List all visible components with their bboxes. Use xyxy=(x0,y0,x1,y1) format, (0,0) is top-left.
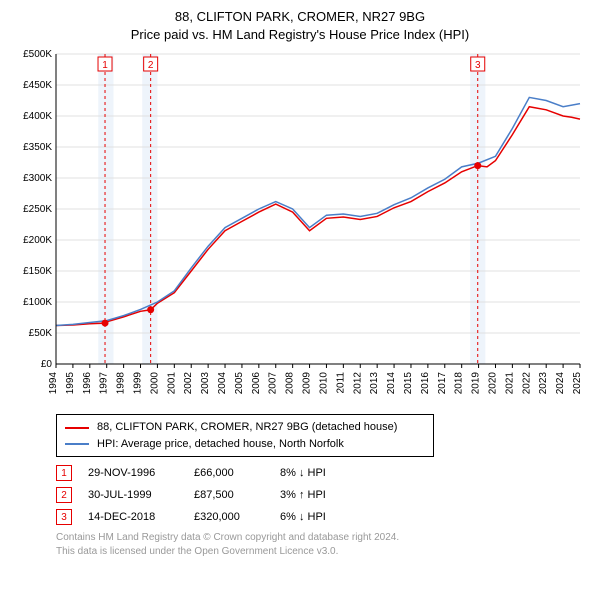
event-price: £66,000 xyxy=(194,467,264,479)
events-table: 1 29-NOV-1996 £66,000 8% ↓ HPI 2 30-JUL-… xyxy=(56,465,586,525)
legend-swatch xyxy=(65,443,89,445)
svg-text:2013: 2013 xyxy=(369,372,380,395)
svg-text:2017: 2017 xyxy=(437,372,448,395)
svg-text:£500K: £500K xyxy=(23,49,52,60)
svg-text:2021: 2021 xyxy=(504,372,515,395)
chart-legend: 88, CLIFTON PARK, CROMER, NR27 9BG (deta… xyxy=(56,414,434,457)
footer-line: Contains HM Land Registry data © Crown c… xyxy=(56,532,399,543)
svg-text:£350K: £350K xyxy=(23,142,52,153)
svg-text:£300K: £300K xyxy=(23,173,52,184)
legend-label: HPI: Average price, detached house, Nort… xyxy=(97,436,344,453)
svg-text:£450K: £450K xyxy=(23,80,52,91)
legend-row: 88, CLIFTON PARK, CROMER, NR27 9BG (deta… xyxy=(65,419,425,436)
svg-text:£100K: £100K xyxy=(23,297,52,308)
event-date: 30-JUL-1999 xyxy=(88,489,178,501)
svg-text:£150K: £150K xyxy=(23,266,52,277)
svg-text:2015: 2015 xyxy=(403,372,414,395)
svg-text:2007: 2007 xyxy=(268,372,279,395)
event-row: 3 14-DEC-2018 £320,000 6% ↓ HPI xyxy=(56,509,586,525)
page-container: 88, CLIFTON PARK, CROMER, NR27 9BG Price… xyxy=(0,0,600,567)
footer-attribution: Contains HM Land Registry data © Crown c… xyxy=(56,531,586,559)
event-date: 29-NOV-1996 xyxy=(88,467,178,479)
chart-svg: £0 £50K £100K £150K £200K £250K £300K £350K £400… xyxy=(14,48,586,408)
svg-text:3: 3 xyxy=(475,60,481,71)
chart-title: 88, CLIFTON PARK, CROMER, NR27 9BG Price… xyxy=(14,8,586,44)
legend-label: 88, CLIFTON PARK, CROMER, NR27 9BG (deta… xyxy=(97,419,397,436)
event-row: 2 30-JUL-1999 £87,500 3% ↑ HPI xyxy=(56,487,586,503)
title-address: 88, CLIFTON PARK, CROMER, NR27 9BG xyxy=(175,9,425,24)
svg-text:2023: 2023 xyxy=(538,372,549,395)
event-index-box: 3 xyxy=(56,509,72,525)
svg-text:2005: 2005 xyxy=(234,372,245,395)
event-index: 3 xyxy=(61,512,67,523)
event-price: £87,500 xyxy=(194,489,264,501)
svg-text:2019: 2019 xyxy=(471,372,482,395)
svg-text:£50K: £50K xyxy=(29,328,53,339)
svg-text:2012: 2012 xyxy=(352,372,363,395)
svg-text:2004: 2004 xyxy=(217,372,228,395)
title-subtitle: Price paid vs. HM Land Registry's House … xyxy=(131,27,469,42)
event-index: 1 xyxy=(61,468,67,479)
event-delta: 3% ↑ HPI xyxy=(280,489,380,501)
event-date: 14-DEC-2018 xyxy=(88,511,178,523)
svg-text:2006: 2006 xyxy=(251,372,262,395)
footer-line: This data is licensed under the Open Gov… xyxy=(56,546,338,557)
event-index: 2 xyxy=(61,490,67,501)
svg-text:£250K: £250K xyxy=(23,204,52,215)
svg-text:2002: 2002 xyxy=(183,372,194,395)
svg-text:2000: 2000 xyxy=(149,372,160,395)
svg-text:2025: 2025 xyxy=(572,372,583,395)
event-delta: 8% ↓ HPI xyxy=(280,467,380,479)
svg-text:2024: 2024 xyxy=(555,372,566,395)
svg-text:2011: 2011 xyxy=(335,372,346,394)
svg-text:1: 1 xyxy=(102,60,108,71)
price-chart: £0 £50K £100K £150K £200K £250K £300K £350K £400… xyxy=(14,48,586,408)
svg-text:2016: 2016 xyxy=(420,372,431,395)
svg-text:2022: 2022 xyxy=(521,372,532,395)
svg-text:2018: 2018 xyxy=(454,372,465,395)
svg-text:2003: 2003 xyxy=(200,372,211,395)
event-delta: 6% ↓ HPI xyxy=(280,511,380,523)
event-index-box: 1 xyxy=(56,465,72,481)
event-index-box: 2 xyxy=(56,487,72,503)
svg-text:2014: 2014 xyxy=(386,372,397,395)
svg-text:1994: 1994 xyxy=(48,372,59,395)
svg-text:1995: 1995 xyxy=(65,372,76,395)
svg-text:1996: 1996 xyxy=(82,372,93,395)
svg-text:2008: 2008 xyxy=(285,372,296,395)
svg-text:2020: 2020 xyxy=(487,372,498,395)
svg-text:1998: 1998 xyxy=(116,372,127,395)
legend-swatch xyxy=(65,427,89,429)
svg-text:2009: 2009 xyxy=(302,372,313,395)
event-row: 1 29-NOV-1996 £66,000 8% ↓ HPI xyxy=(56,465,586,481)
svg-text:1997: 1997 xyxy=(99,372,110,395)
svg-text:2001: 2001 xyxy=(166,372,177,395)
svg-text:2: 2 xyxy=(148,60,154,71)
legend-row: HPI: Average price, detached house, Nort… xyxy=(65,436,425,453)
event-price: £320,000 xyxy=(194,511,264,523)
svg-text:£200K: £200K xyxy=(23,235,52,246)
svg-text:£0: £0 xyxy=(41,359,53,370)
svg-text:£400K: £400K xyxy=(23,111,52,122)
svg-text:2010: 2010 xyxy=(318,372,329,395)
svg-text:1999: 1999 xyxy=(133,372,144,395)
